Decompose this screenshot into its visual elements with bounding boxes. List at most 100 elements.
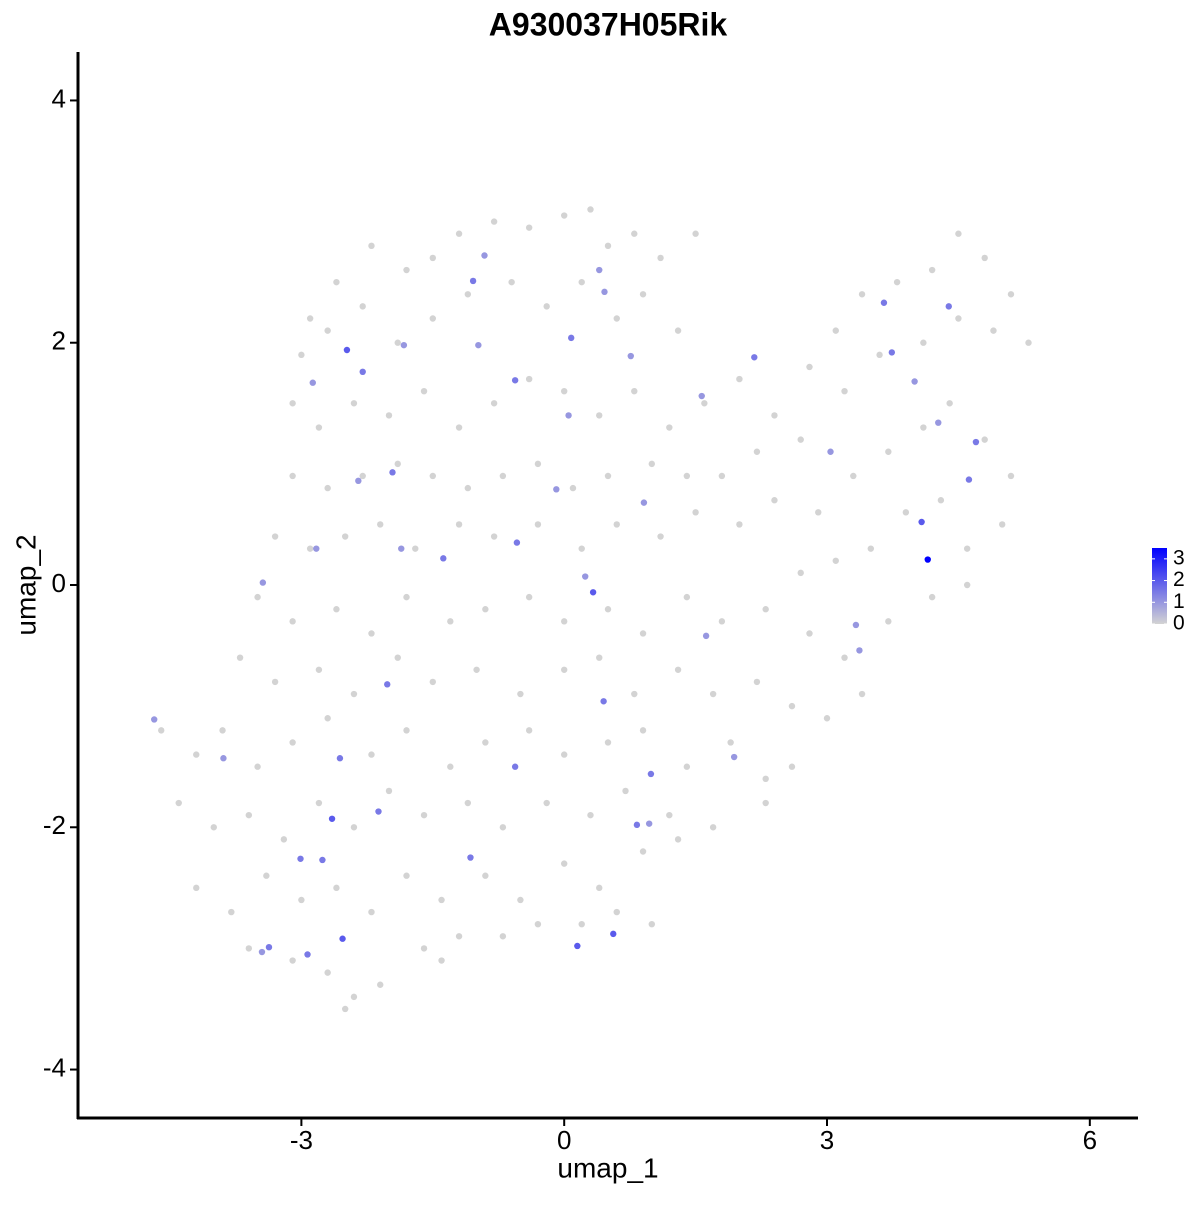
y-tick-label: -2 (43, 810, 66, 840)
point (702, 632, 710, 640)
point (543, 303, 550, 310)
point (946, 400, 953, 407)
colorbar-label: 2 (1173, 568, 1185, 591)
point (499, 472, 507, 480)
point (806, 363, 813, 371)
point (902, 509, 910, 516)
point (965, 476, 973, 483)
point (920, 424, 927, 431)
point (306, 545, 314, 552)
point (990, 327, 997, 334)
point (350, 824, 358, 831)
point (578, 545, 585, 552)
point (389, 469, 396, 476)
point (482, 739, 489, 746)
point (613, 908, 620, 916)
x-tick-label: 6 (1083, 1125, 1097, 1155)
point (420, 811, 428, 819)
point (867, 545, 875, 552)
point (972, 438, 980, 446)
point (440, 555, 447, 562)
point (560, 387, 568, 395)
point (640, 499, 648, 506)
point (359, 368, 366, 375)
point (1007, 291, 1015, 298)
point (385, 412, 393, 419)
point (339, 935, 346, 942)
point (589, 589, 597, 596)
point (447, 763, 454, 770)
point (918, 518, 925, 526)
point (482, 872, 489, 879)
point (841, 654, 848, 661)
point (645, 820, 653, 827)
point (841, 387, 848, 395)
point (771, 497, 778, 504)
point (683, 472, 691, 480)
point (569, 484, 577, 492)
point (368, 908, 375, 916)
point (631, 230, 638, 237)
point (420, 945, 428, 952)
point (762, 799, 769, 807)
point (999, 521, 1006, 528)
point (692, 509, 699, 516)
point (560, 860, 568, 867)
point (753, 678, 761, 686)
point (377, 981, 384, 988)
point (587, 811, 594, 819)
point (384, 681, 391, 688)
point (315, 666, 323, 673)
point (937, 497, 945, 504)
point (955, 315, 962, 322)
point (429, 472, 436, 480)
point (265, 943, 273, 951)
point (893, 278, 901, 286)
point (403, 266, 410, 274)
point (981, 254, 988, 262)
x-tick-label: 3 (820, 1125, 834, 1155)
point (613, 521, 620, 528)
point (298, 351, 305, 359)
point (464, 291, 472, 298)
point (657, 254, 664, 262)
point (341, 1005, 349, 1013)
point (771, 412, 778, 419)
point (596, 884, 603, 892)
point (534, 460, 542, 468)
point (280, 836, 288, 843)
point (587, 206, 594, 213)
point (604, 472, 612, 480)
point (856, 647, 863, 654)
y-tick-label: 4 (52, 83, 66, 113)
point (355, 477, 362, 485)
point (698, 392, 705, 400)
point (298, 896, 305, 904)
point (368, 751, 375, 758)
point (377, 521, 384, 528)
point (193, 884, 200, 892)
point (313, 545, 320, 552)
point (400, 341, 408, 349)
x-tick-label: 0 (557, 1125, 571, 1155)
point (560, 666, 568, 673)
point (534, 521, 542, 528)
point (350, 993, 358, 1001)
point (666, 424, 673, 431)
point (158, 727, 165, 734)
point (911, 378, 918, 385)
point (525, 593, 533, 601)
point (455, 230, 463, 237)
point (560, 618, 568, 625)
point (464, 799, 472, 807)
y-axis-title: umap_2 (10, 534, 41, 635)
point (832, 557, 839, 564)
point (508, 278, 515, 286)
point (627, 352, 634, 360)
point (850, 472, 857, 480)
point (797, 569, 804, 577)
point (319, 856, 326, 864)
point (701, 400, 708, 407)
